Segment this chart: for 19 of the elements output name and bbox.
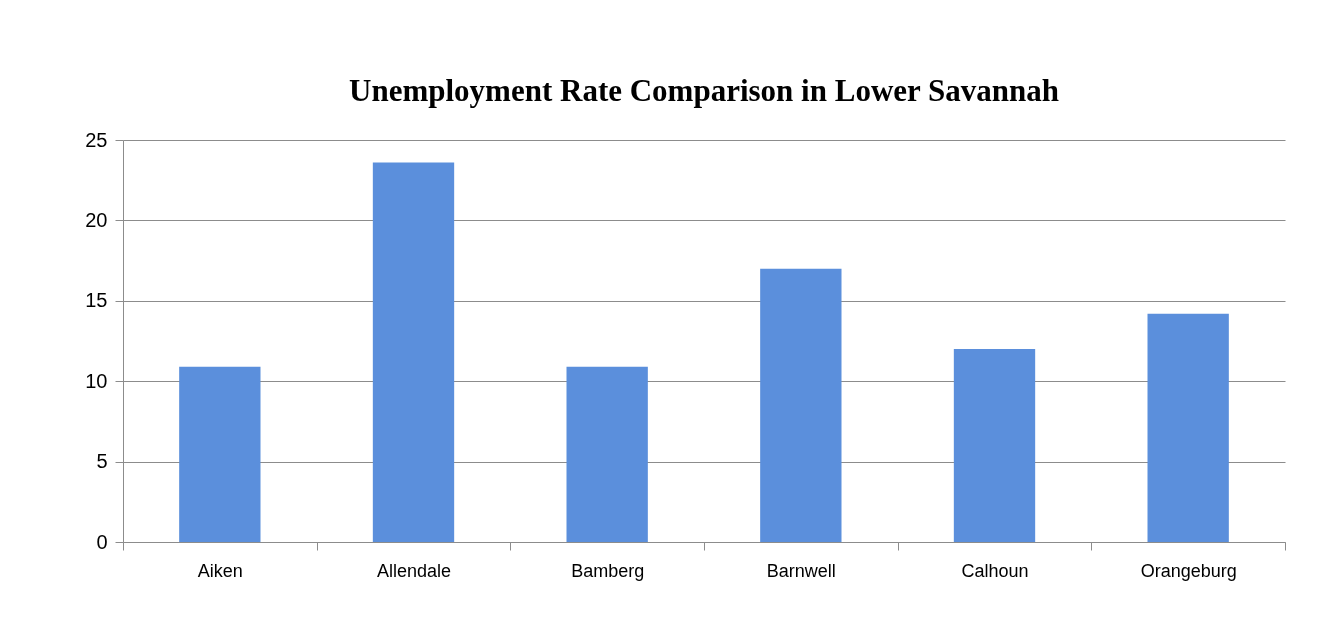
x-tick-label: Orangeburg — [1140, 560, 1237, 581]
bar — [760, 268, 842, 542]
x-tick-label: Aiken — [197, 560, 243, 581]
y-tick-label: 5 — [96, 450, 108, 473]
bar — [953, 349, 1036, 542]
chart-title: Unemployment Rate Comparison in Lower Savannah — [349, 73, 1059, 108]
x-tick-label: Barnwell — [766, 560, 836, 581]
y-tick-label: 20 — [85, 208, 108, 231]
x-tick-label: Allendale — [376, 560, 452, 581]
bar — [566, 366, 648, 542]
y-tick-label: 10 — [85, 369, 108, 392]
bar — [372, 162, 455, 542]
y-tick-label: 15 — [85, 289, 108, 312]
y-tick-label: 25 — [85, 128, 108, 151]
x-tick-label: Bamberg — [571, 560, 645, 581]
bar — [1147, 313, 1229, 542]
bar — [179, 366, 261, 542]
y-tick-label: 0 — [96, 530, 108, 553]
x-tick-label: Calhoun — [961, 560, 1029, 581]
